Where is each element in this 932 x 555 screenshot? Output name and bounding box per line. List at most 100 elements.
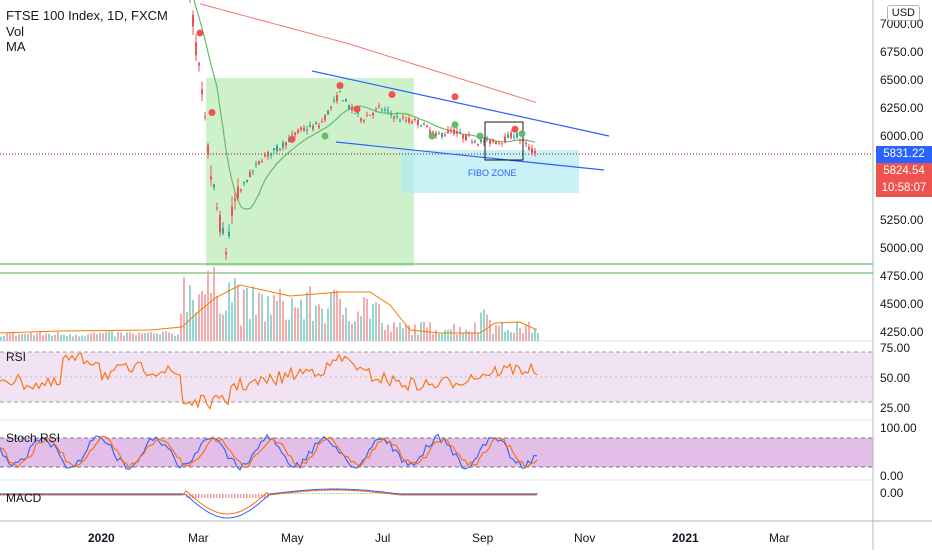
macd-hist-bar — [261, 494, 263, 498]
candle-body — [417, 119, 419, 125]
indicator-ma[interactable]: MA — [6, 39, 26, 54]
candle-body — [195, 42, 197, 56]
volume-bar — [279, 288, 281, 341]
macd-hist-bar — [240, 494, 242, 498]
macd-hist-bar — [366, 493, 368, 494]
volume-bar — [384, 329, 386, 341]
volume-bar — [390, 331, 392, 341]
signal-dot — [288, 135, 296, 143]
fibo-zone[interactable] — [401, 150, 579, 193]
volume-bar — [261, 294, 263, 341]
volume-bar — [108, 331, 110, 341]
volume-bar — [36, 333, 38, 341]
macd-hist-bar — [210, 494, 212, 498]
macd-hist-bar — [315, 493, 317, 494]
candle-body — [246, 180, 248, 183]
candle-body — [192, 14, 194, 27]
candle-body — [495, 141, 497, 145]
price-tick: 5000.00 — [880, 241, 924, 255]
macd-hist-bar — [306, 493, 308, 494]
volume-bar — [141, 333, 143, 341]
candle-body — [303, 127, 305, 131]
green-zone[interactable] — [206, 78, 414, 266]
volume-bar — [324, 323, 326, 341]
stoch-tick: 0.00 — [880, 469, 904, 483]
candle-body — [324, 115, 326, 121]
volume-bar — [18, 334, 20, 341]
macd-hist-bar — [198, 494, 200, 498]
candle-body — [342, 100, 344, 102]
volume-bar — [78, 336, 80, 341]
signal-dot — [196, 29, 204, 37]
candle-body — [486, 138, 488, 140]
volume-bar — [276, 300, 278, 341]
candle-body — [279, 148, 281, 150]
macd-hist-bar — [264, 494, 266, 498]
volume-bar — [471, 332, 473, 341]
signal-dot — [451, 121, 459, 129]
candle-body — [372, 112, 374, 116]
macd-hist-bar — [351, 493, 353, 494]
channel-upper-line[interactable] — [311, 70, 610, 137]
volume-bar — [372, 304, 374, 341]
macd-hist-bar — [258, 494, 260, 498]
volume-bar — [348, 321, 350, 341]
volume-bar — [177, 334, 179, 341]
volume-bar — [99, 332, 101, 341]
volume-bar — [489, 320, 491, 341]
channel-lower-line[interactable] — [335, 141, 605, 171]
candle-body — [513, 136, 515, 138]
volume-bar — [381, 323, 383, 341]
volume-bar — [207, 271, 209, 341]
time-label: May — [281, 531, 304, 545]
ma-long-line — [199, 3, 537, 103]
currency-label[interactable]: USD — [886, 5, 920, 21]
stoch-rsi-label[interactable]: Stoch RSI — [6, 431, 61, 445]
volume-bar — [252, 286, 254, 341]
candle-body — [237, 186, 239, 198]
countdown-tag: 10:58:07 — [876, 180, 932, 197]
symbol-title[interactable]: FTSE 100 Index, 1D, FXCM — [6, 8, 168, 23]
volume-bar — [144, 332, 146, 341]
candle-body — [468, 135, 470, 137]
candle-body — [462, 134, 464, 139]
volume-bar — [93, 332, 95, 341]
macd-hist-bar — [348, 493, 350, 494]
volume-bar — [183, 276, 185, 341]
volume-bar — [120, 332, 122, 341]
volume-bar — [153, 333, 155, 341]
candle-body — [387, 109, 389, 111]
volume-bar — [66, 336, 68, 341]
volume-bar — [222, 314, 224, 341]
volume-bar — [315, 305, 317, 341]
volume-bar — [243, 289, 245, 341]
volume-bar — [12, 331, 14, 341]
rsi-label[interactable]: RSI — [6, 350, 27, 364]
candle-body — [198, 63, 200, 66]
candle-body — [534, 151, 536, 154]
macd-hist-bar — [378, 493, 380, 494]
candle-body — [498, 142, 500, 144]
time-axis[interactable]: 2020 Mar May Jul Sep Nov 2021 Mar — [88, 531, 790, 545]
volume-bar — [30, 332, 32, 341]
indicator-vol[interactable]: Vol — [6, 24, 25, 39]
candle-body — [228, 231, 230, 236]
volume-bar — [234, 277, 236, 341]
candle-body — [252, 170, 254, 172]
volume-bar — [159, 334, 161, 341]
candle-body — [480, 139, 482, 142]
macd-hist-bar — [216, 494, 218, 498]
consolidation-box[interactable] — [484, 121, 524, 161]
rsi-tick: 25.00 — [880, 401, 910, 415]
price-tick: 4500.00 — [880, 297, 924, 311]
macd-hist-bar — [192, 494, 194, 498]
volume-bar — [402, 328, 404, 341]
volume-bar — [129, 332, 131, 341]
candle-body — [357, 112, 359, 114]
candle-body — [501, 143, 503, 145]
candle-body — [474, 141, 476, 143]
candle-body — [483, 140, 485, 143]
macd-label[interactable]: MACD — [6, 491, 42, 505]
candle-body — [381, 109, 383, 111]
